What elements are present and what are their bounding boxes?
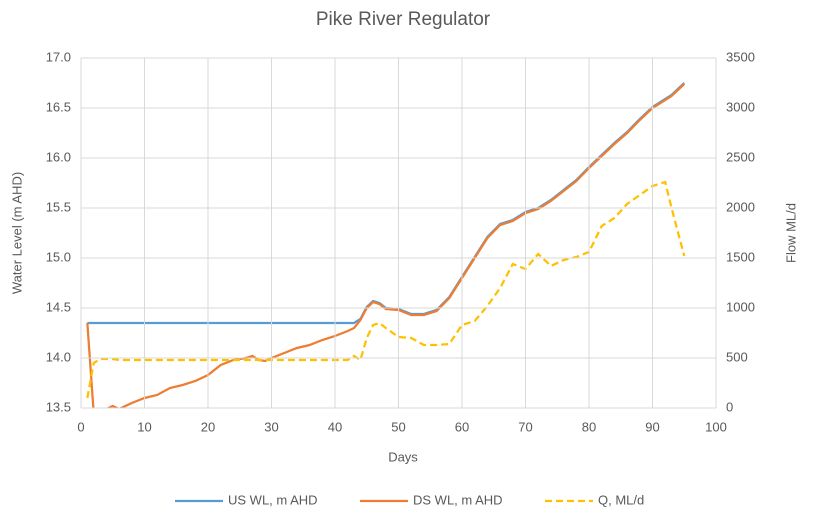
x-tick-label: 50 — [391, 419, 405, 434]
series-line — [87, 82, 686, 325]
x-tick-label: 0 — [77, 419, 84, 434]
y2-tick-label: 0 — [726, 399, 733, 414]
y2-tick-label: 2000 — [726, 199, 755, 214]
y-tick-label: 14.0 — [46, 349, 71, 364]
y2-tick-label: 3000 — [726, 99, 755, 114]
y-tick-label: 16.0 — [46, 149, 71, 164]
x-tick-label: 10 — [137, 419, 151, 434]
y-tick-label: 15.5 — [46, 199, 71, 214]
x-tick-label: 70 — [518, 419, 532, 434]
legend-label: Q, ML/d — [598, 492, 644, 507]
legend-label: DS WL, m AHD — [413, 492, 503, 507]
x-axis-label: Days — [388, 449, 418, 464]
legend-label: US WL, m AHD — [228, 492, 318, 507]
x-tick-label: 60 — [455, 419, 469, 434]
y2-tick-label: 3500 — [726, 49, 755, 64]
chart-title: Pike River Regulator — [316, 9, 491, 30]
x-tick-label: 20 — [201, 419, 215, 434]
y2-tick-label: 1500 — [726, 249, 755, 264]
y-tick-label: 16.5 — [46, 99, 71, 114]
series-line — [86, 180, 686, 399]
x-tick-label: 80 — [582, 419, 596, 434]
y-tick-label: 13.5 — [46, 399, 71, 414]
y2-axis-label: Flow ML/d — [783, 203, 798, 263]
x-tick-label: 100 — [705, 419, 727, 434]
y-tick-label: 15.0 — [46, 249, 71, 264]
series-line — [86, 83, 686, 408]
y2-tick-label: 500 — [726, 349, 748, 364]
x-tick-label: 90 — [645, 419, 659, 434]
y-axis-label: Water Level (m AHD) — [9, 172, 24, 294]
y2-tick-label: 1000 — [726, 299, 755, 314]
plot-area — [86, 82, 686, 408]
y-tick-label: 17.0 — [46, 49, 71, 64]
y2-tick-label: 2500 — [726, 149, 755, 164]
x-tick-label: 30 — [264, 419, 278, 434]
x-tick-label: 40 — [328, 419, 342, 434]
y-tick-label: 14.5 — [46, 299, 71, 314]
